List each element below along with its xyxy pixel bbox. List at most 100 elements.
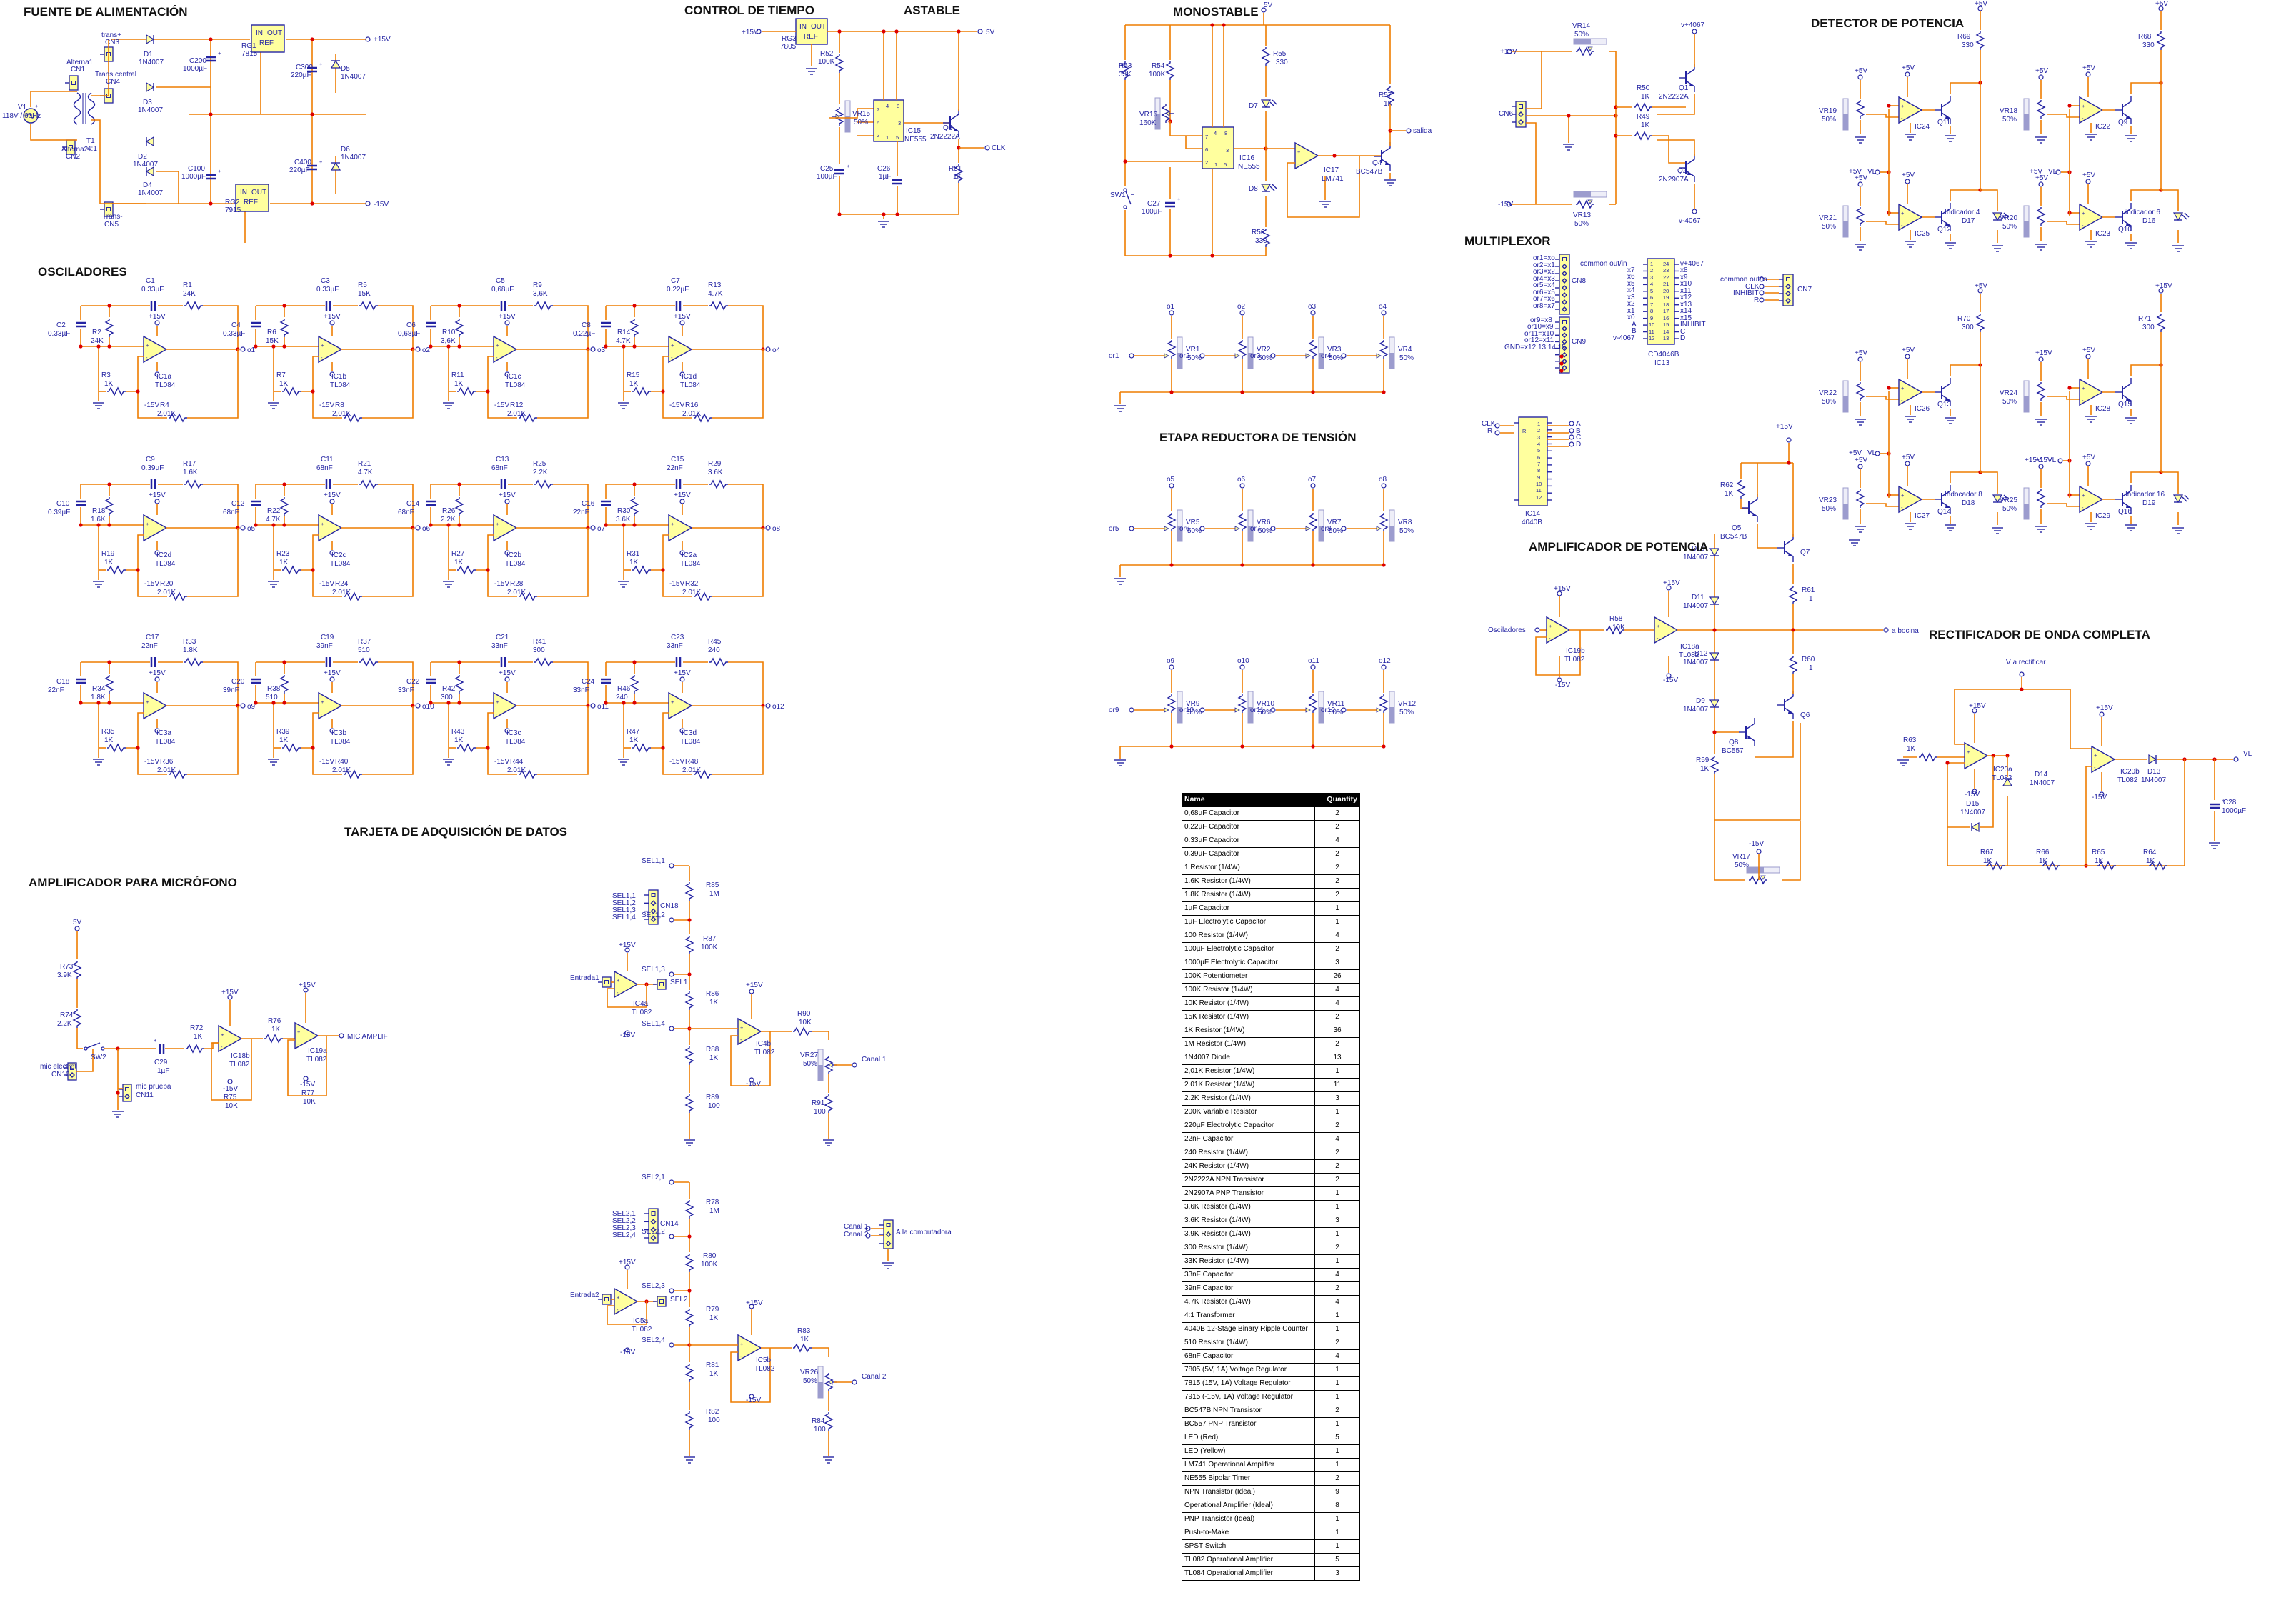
opamp[interactable] — [614, 1287, 639, 1316]
port[interactable] — [984, 145, 990, 151]
port[interactable] — [1905, 461, 1910, 466]
port[interactable] — [765, 703, 771, 709]
port[interactable] — [756, 29, 762, 34]
port[interactable] — [1857, 356, 1863, 362]
port[interactable] — [2158, 6, 2164, 11]
opamp[interactable] — [1654, 616, 1679, 644]
port[interactable] — [852, 1062, 857, 1068]
port[interactable] — [865, 1233, 871, 1239]
port[interactable] — [240, 346, 246, 352]
pot-slider[interactable] — [2024, 396, 2029, 412]
port[interactable] — [624, 947, 630, 953]
port[interactable] — [1883, 627, 1889, 633]
opamp[interactable] — [1898, 96, 1923, 124]
pot-slider[interactable] — [818, 1382, 823, 1398]
port[interactable] — [749, 989, 754, 994]
pot-slider[interactable] — [1248, 353, 1253, 369]
port[interactable] — [590, 525, 596, 531]
connector[interactable] — [648, 1208, 659, 1244]
port[interactable] — [1310, 483, 1316, 489]
port[interactable] — [1507, 49, 1512, 54]
diode[interactable] — [145, 136, 154, 147]
port[interactable] — [669, 1234, 674, 1239]
port[interactable] — [1666, 673, 1672, 679]
port[interactable] — [679, 371, 685, 377]
opamp[interactable] — [668, 691, 693, 720]
pot-slider[interactable] — [1248, 707, 1253, 723]
opamp[interactable] — [668, 335, 693, 364]
opamp[interactable] — [614, 970, 639, 999]
port[interactable] — [1759, 276, 1765, 282]
port[interactable] — [1534, 627, 1540, 633]
pot-slider[interactable] — [1574, 39, 1591, 44]
port[interactable] — [1905, 71, 1910, 77]
port[interactable] — [1494, 430, 1500, 436]
port[interactable] — [1972, 708, 1977, 714]
port[interactable] — [2233, 756, 2239, 762]
diode[interactable] — [1709, 652, 1720, 661]
port[interactable] — [2085, 461, 2091, 466]
pot-slider[interactable] — [1574, 191, 1591, 197]
connector[interactable] — [657, 1296, 667, 1307]
pot-slider[interactable] — [1319, 526, 1324, 541]
connector[interactable] — [1782, 274, 1794, 306]
port[interactable] — [669, 971, 674, 977]
diode[interactable] — [1709, 596, 1720, 606]
port[interactable] — [1169, 310, 1174, 316]
port[interactable] — [2038, 356, 2044, 362]
port[interactable] — [504, 371, 510, 377]
port[interactable] — [2019, 671, 2025, 677]
port[interactable] — [669, 863, 674, 869]
port[interactable] — [765, 346, 771, 352]
pot-slider[interactable] — [1177, 353, 1182, 369]
port[interactable] — [365, 201, 371, 206]
port[interactable] — [1169, 664, 1174, 670]
opamp[interactable] — [1898, 203, 1923, 231]
port[interactable] — [154, 371, 160, 377]
port[interactable] — [590, 703, 596, 709]
port[interactable] — [590, 346, 596, 352]
pot-slider[interactable] — [1248, 526, 1253, 541]
connector[interactable] — [69, 75, 79, 91]
port[interactable] — [1129, 707, 1134, 713]
pot-slider[interactable] — [1389, 353, 1394, 369]
connector[interactable] — [883, 1219, 894, 1249]
opamp[interactable] — [2079, 203, 2104, 231]
port[interactable] — [1239, 483, 1245, 489]
port[interactable] — [303, 987, 309, 993]
port[interactable] — [865, 1226, 871, 1231]
pot-slider[interactable] — [845, 116, 850, 132]
diode[interactable] — [2172, 494, 2184, 504]
port[interactable] — [1270, 707, 1276, 713]
port[interactable] — [365, 36, 371, 42]
port[interactable] — [1857, 181, 1863, 187]
port[interactable] — [1341, 353, 1347, 359]
port[interactable] — [504, 676, 510, 682]
pot-slider[interactable] — [2024, 504, 2029, 519]
port[interactable] — [1129, 353, 1134, 359]
port[interactable] — [669, 1026, 674, 1031]
connector[interactable] — [1515, 101, 1527, 128]
connector[interactable] — [1559, 316, 1570, 374]
opamp[interactable] — [493, 335, 518, 364]
port[interactable] — [1310, 310, 1316, 316]
port[interactable] — [329, 320, 335, 326]
ic-box[interactable] — [1647, 258, 1675, 345]
pot-slider[interactable] — [818, 1065, 823, 1081]
port[interactable] — [504, 728, 510, 734]
port[interactable] — [679, 728, 685, 734]
diode[interactable] — [1260, 99, 1272, 109]
port[interactable] — [2158, 288, 2164, 294]
pot-slider[interactable] — [1177, 707, 1182, 723]
opamp[interactable] — [737, 1017, 762, 1046]
port[interactable] — [1972, 789, 1977, 794]
port[interactable] — [765, 525, 771, 531]
port[interactable] — [1857, 464, 1863, 469]
opamp[interactable] — [2079, 378, 2104, 406]
port[interactable] — [2055, 169, 2061, 175]
pot-slider[interactable] — [1177, 526, 1182, 541]
opamp[interactable] — [2079, 96, 2104, 124]
port[interactable] — [1759, 297, 1765, 303]
port[interactable] — [1557, 677, 1562, 683]
port[interactable] — [154, 728, 160, 734]
